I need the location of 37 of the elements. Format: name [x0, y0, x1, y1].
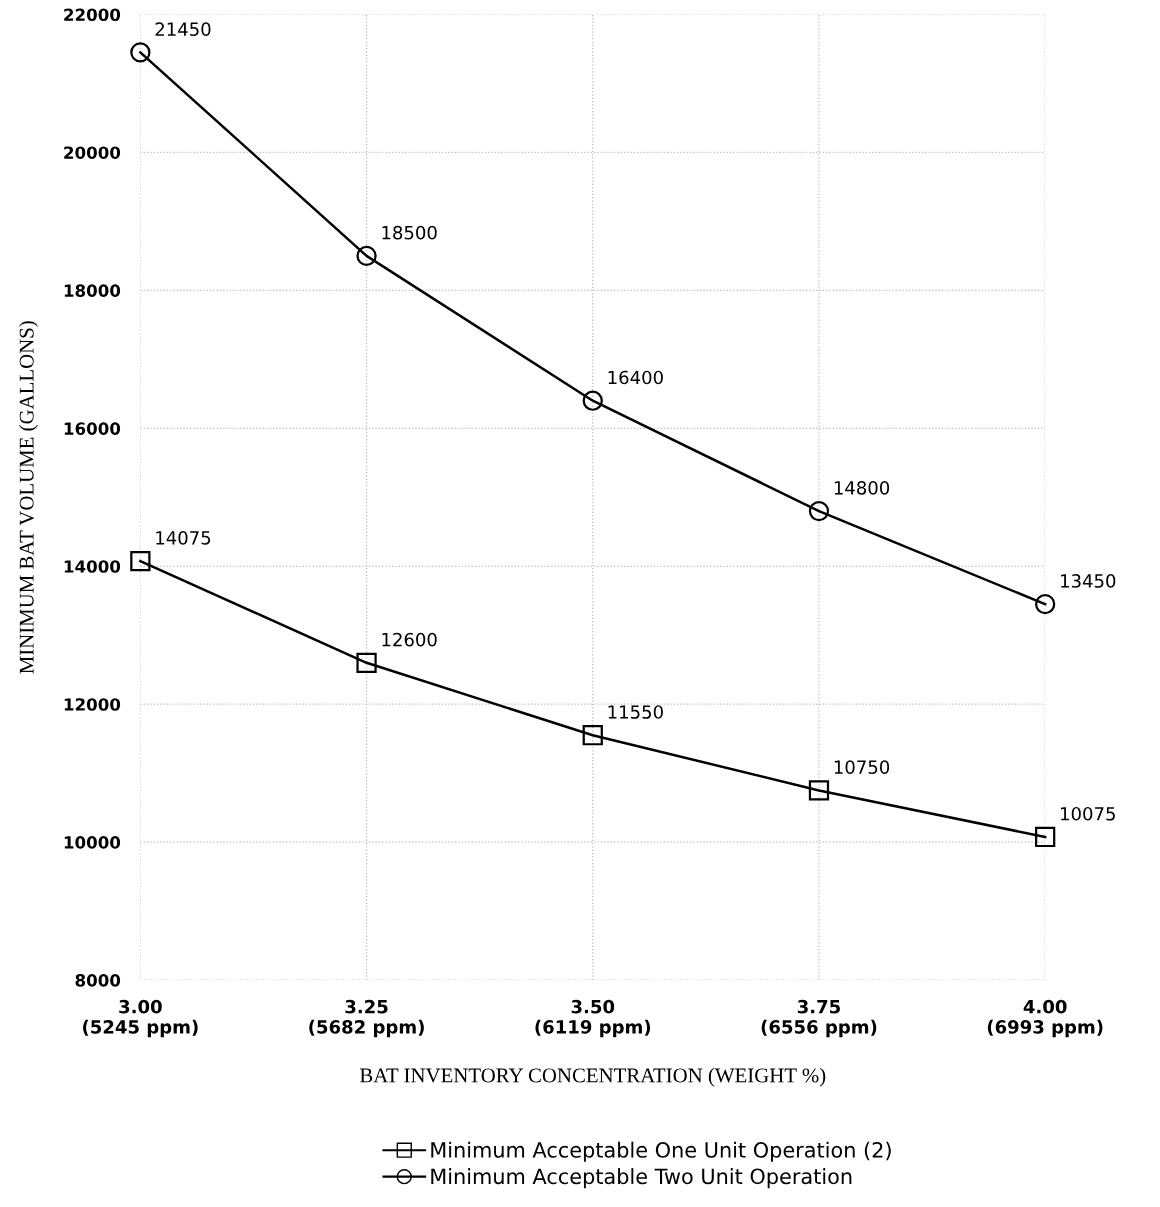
x-tick-label: 3.50 (6119 ppm): [535, 999, 651, 1038]
y-axis-title: MINIMUM BAT VOLUME (GALLONS): [19, 321, 38, 674]
y-tick-label: 20000: [64, 146, 121, 159]
point: [582, 390, 603, 411]
y-tick-label: 12000: [64, 698, 121, 711]
point: [130, 42, 151, 63]
x-tick-label: 3.25 (5682 ppm): [309, 999, 424, 1038]
x-axis-title: BAT INVENTORY CONCENTRATION (WEIGHT %): [359, 1067, 826, 1087]
legend-label: Minimum Acceptable One Unit Operation (2): [431, 1141, 891, 1162]
x-tick-label: 3.00 (5245 ppm): [83, 999, 198, 1038]
data-label: 10750: [834, 760, 890, 774]
point: [356, 245, 377, 267]
y-tick-label: 10000: [64, 836, 121, 849]
legend-label: Minimum Acceptable Two Unit Operation: [431, 1168, 852, 1189]
y-tick-label: 14000: [64, 560, 121, 573]
data-label: 12600: [382, 632, 437, 647]
point: [130, 550, 151, 572]
y-tick-label: 16000: [64, 422, 121, 435]
y-tick-label: 18000: [64, 284, 121, 297]
data-label: 11550: [608, 705, 663, 719]
point: [808, 780, 830, 801]
point: [582, 725, 603, 746]
point: [356, 652, 377, 673]
data-label: 14075: [156, 531, 211, 545]
x-tick-label: 3.75 (6556 ppm): [761, 999, 877, 1038]
data-label: 14800: [834, 481, 890, 495]
y-tick-label: 22000: [64, 8, 121, 22]
point: [1035, 826, 1056, 848]
data-label: 13450: [1061, 574, 1116, 588]
x-tick-label: 4.00 (6993 ppm): [987, 999, 1103, 1038]
point: [1035, 594, 1056, 615]
y-tick-label: 8000: [75, 974, 121, 987]
data-label: 16400: [608, 370, 663, 385]
data-label: 18500: [382, 225, 437, 240]
data-label: 21450: [155, 22, 211, 37]
data-label: 10075: [1061, 806, 1115, 821]
point: [808, 500, 830, 522]
